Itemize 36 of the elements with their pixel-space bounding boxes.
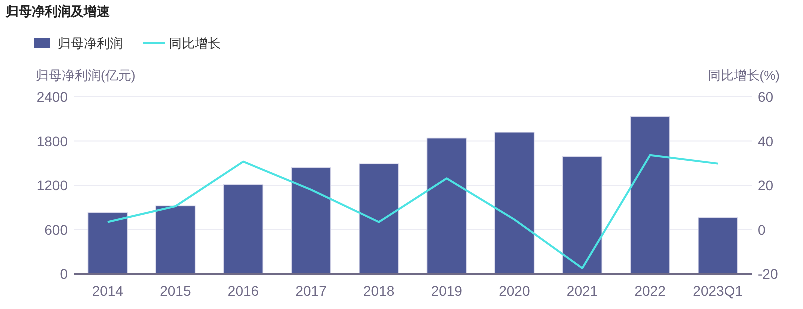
bar (156, 206, 196, 274)
y-axis-title: 归母净利润(亿元) (36, 68, 136, 83)
y2-tick-label: 40 (758, 133, 774, 150)
bar (698, 218, 738, 274)
bar (630, 116, 670, 274)
bar (359, 164, 400, 274)
y-tick-label: 1200 (36, 178, 68, 194)
x-tick-label: 2017 (296, 283, 328, 299)
y2-tick-label: -20 (758, 266, 778, 282)
chart-title: 归母净利润及增速 (5, 4, 111, 19)
x-tick-label: 2019 (431, 283, 463, 299)
line-series (106, 154, 720, 270)
x-tick-label: 2016 (228, 283, 260, 299)
bar (223, 184, 264, 274)
x-tick-label: 2015 (160, 283, 192, 299)
x-tick-label: 2014 (92, 283, 124, 299)
legend-label: 同比增长 (169, 36, 221, 51)
y2-axis-title: 同比增长(%) (708, 68, 780, 83)
y-tick-label: 600 (44, 222, 68, 238)
x-tick-label: 2023Q1 (693, 283, 744, 299)
x-tick-label: 2021 (566, 283, 598, 299)
bar (494, 132, 535, 274)
y2-tick-label: 60 (758, 89, 774, 105)
y-tick-label: 0 (60, 266, 68, 282)
y-tick-label: 1800 (36, 133, 68, 150)
bar (88, 212, 128, 274)
y-tick-label: 2400 (36, 89, 68, 105)
legend-label: 归母净利润 (58, 36, 123, 51)
x-tick-label: 2020 (499, 283, 530, 299)
bar (562, 156, 603, 274)
bar (426, 138, 467, 274)
bar (291, 167, 332, 274)
x-tick-label: 2022 (634, 283, 666, 299)
x-tick-label: 2018 (364, 283, 395, 299)
y2-tick-label: 20 (758, 178, 774, 194)
y2-tick-label: 0 (758, 222, 766, 238)
